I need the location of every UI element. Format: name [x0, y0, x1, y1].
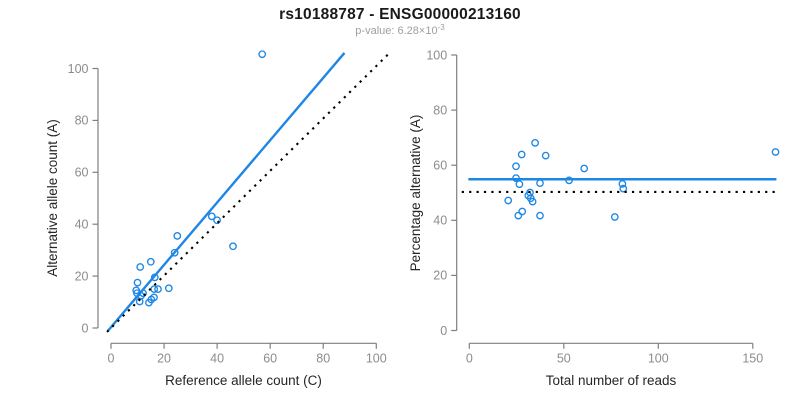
pvalue-prefix: p-value: [355, 25, 398, 37]
scatter-point [536, 179, 544, 187]
y-tick-label: 80 [433, 103, 447, 117]
scatter-point [213, 216, 221, 225]
y-tick-label: 60 [75, 166, 89, 180]
scatter-point [170, 248, 179, 257]
x-tick-label: 150 [742, 351, 763, 365]
scatter-point [771, 148, 780, 156]
scatter-point [541, 151, 550, 160]
y-axis-title: Alternative allele count (A) [45, 119, 60, 277]
figure-title: rs10188787 - ENSG00000213160 [279, 6, 521, 23]
scatter-point [518, 207, 527, 216]
scatter-point [258, 50, 267, 59]
scatter-point [145, 298, 153, 307]
scatter-point [528, 197, 537, 206]
scatter-point [135, 297, 144, 306]
y-tick-label: 80 [75, 114, 89, 128]
x-axis-title: Total number of reads [546, 373, 677, 388]
x-tick-label: 0 [108, 351, 115, 365]
y-tick-label: 20 [433, 269, 447, 283]
y-tick-label: 100 [68, 62, 89, 76]
scatter-point [229, 242, 237, 251]
x-tick-label: 100 [366, 351, 387, 365]
scatter-point [154, 285, 162, 293]
scatter-point [515, 180, 524, 189]
x-axis-title: Reference allele count (C) [165, 373, 322, 388]
scatter-point [504, 196, 513, 205]
y-tick-label: 100 [426, 48, 447, 62]
scatter-point [207, 212, 216, 221]
x-tick-label: 80 [316, 351, 330, 365]
y-tick-label: 20 [75, 269, 89, 283]
x-tick-label: 100 [648, 351, 669, 365]
scatter-point [512, 162, 520, 171]
y-axis-title: Percentage alternative (A) [408, 115, 423, 272]
scatter-point [531, 139, 539, 147]
scatter-point [580, 164, 589, 173]
x-tick-label: 60 [263, 351, 277, 365]
scatter-point [150, 293, 158, 302]
scatter-point [136, 263, 145, 271]
scatter-point [619, 184, 628, 193]
y-tick-label: 40 [433, 214, 447, 228]
x-tick-label: 40 [210, 351, 224, 365]
pvalue-exponent: -3 [437, 23, 445, 32]
left-scatter-panel: 0 20 40 60 80 100 0 20 40 60 80 100 Reference allele… [45, 50, 389, 388]
scatter-point [610, 213, 619, 221]
x-tick-label: 50 [557, 351, 571, 365]
y-tick-label: 60 [433, 159, 447, 173]
y-tick-label: 40 [75, 218, 89, 232]
scatter-point [164, 284, 173, 293]
scatter-point [514, 211, 523, 220]
scatter-point [517, 150, 526, 159]
scatter-point [133, 278, 142, 287]
pvalue-mantissa: 6.28×10 [397, 25, 438, 37]
regression-line [107, 52, 346, 332]
x-tick-label: 20 [157, 351, 171, 365]
right-scatter-panel: 0 20 40 60 80 100 0 50 100 150 Total number of rea… [408, 48, 780, 388]
figure-subtitle: p-value: 6.28×10-3 [0, 23, 800, 37]
y-tick-label: 0 [440, 324, 447, 338]
y-tick-label: 0 [82, 321, 89, 335]
x-tick-label: 0 [466, 351, 473, 365]
identity-line [106, 53, 389, 333]
scatter-point [618, 180, 627, 188]
scatter-point [536, 211, 544, 220]
scatter-point [146, 257, 155, 266]
scatter-point [173, 232, 182, 240]
